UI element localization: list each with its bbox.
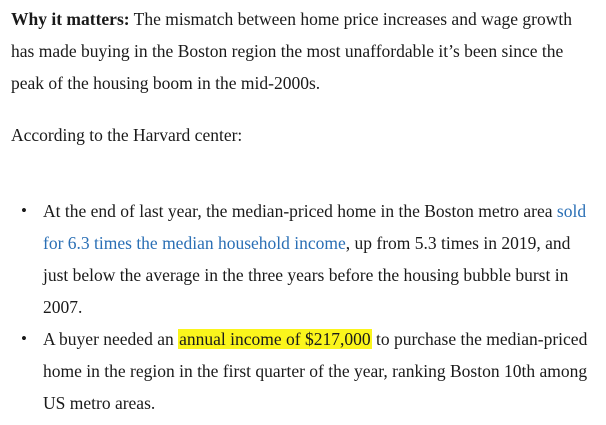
findings-list: • At the end of last year, the median-pr… xyxy=(11,195,597,419)
list-item-text-after: to purchase the median-priced home in th… xyxy=(43,329,588,413)
list-item-text-before: A buyer needed an xyxy=(43,329,179,349)
bullet-icon: • xyxy=(21,201,27,220)
why-it-matters-paragraph: Why it matters: The mismatch between hom… xyxy=(11,3,597,99)
income-ratio-link[interactable]: sold for 6.3 times the median household … xyxy=(43,201,587,253)
why-it-matters-text: The mismatch between home price increase… xyxy=(11,9,572,93)
bullet-icon: • xyxy=(21,329,27,348)
list-item-text-after: , up from 5.3 times in 2019, and just be… xyxy=(43,233,571,317)
list-item-text-before: At the end of last year, the median-pric… xyxy=(43,201,557,221)
list-item: • A buyer needed an annual income of $21… xyxy=(11,323,597,419)
harvard-center-intro: According to the Harvard center: xyxy=(11,125,243,145)
list-item: • At the end of last year, the median-pr… xyxy=(11,195,597,323)
why-it-matters-lead: Why it matters: xyxy=(11,9,130,29)
highlighted-income: annual income of $217,000 xyxy=(178,329,372,349)
article-body: Why it matters: The mismatch between hom… xyxy=(11,0,597,419)
